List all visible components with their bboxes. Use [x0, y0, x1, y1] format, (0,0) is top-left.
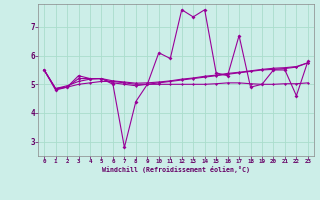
X-axis label: Windchill (Refroidissement éolien,°C): Windchill (Refroidissement éolien,°C)	[102, 166, 250, 173]
